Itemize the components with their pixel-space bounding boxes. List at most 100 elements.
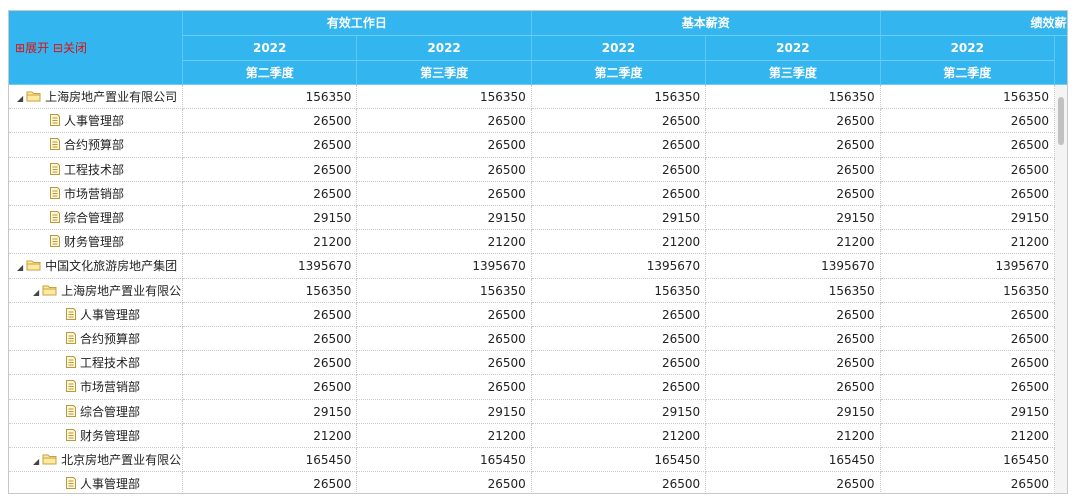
node[interactable]: 市场营销部 (33, 182, 125, 205)
folder-icon (42, 454, 57, 465)
node-label[interactable]: 人事管理部 (80, 307, 141, 322)
value-cell: 26500 (183, 157, 358, 182)
expander[interactable]: ◢ (33, 287, 40, 297)
value-cell: 26500 (183, 472, 358, 493)
node[interactable]: ◢ 北京房地产置业有限公司 (33, 448, 183, 471)
value-cell: 29150 (880, 399, 1055, 424)
value-cell: 29150 (183, 206, 358, 231)
expander[interactable]: ◢ (17, 263, 24, 273)
value-cell: 29150 (531, 399, 707, 424)
node-label[interactable]: 市场营销部 (80, 380, 141, 395)
tree-cell: 人事管理部 (9, 302, 183, 327)
node-label[interactable]: 上海房地产置业有限公司 (45, 90, 178, 104)
expander[interactable]: ◢ (17, 94, 24, 103)
value-cell: 26500 (357, 133, 532, 158)
value-cell: 26500 (183, 109, 358, 134)
node[interactable]: 人事管理部 (49, 303, 141, 326)
value-cell: 156350 (183, 85, 358, 110)
value-cell: 29150 (357, 206, 532, 231)
node[interactable]: 综合管理部 (33, 206, 125, 229)
node[interactable]: 工程技术部 (33, 158, 125, 181)
collapse-text[interactable]: 关闭 (62, 41, 87, 55)
node-label[interactable]: 人事管理部 (64, 114, 125, 129)
node[interactable]: 财务管理部 (33, 230, 125, 253)
value-cell: 26500 (706, 375, 881, 400)
value-cell: 156350 (531, 85, 707, 110)
node[interactable]: 人事管理部 (33, 109, 125, 132)
value-cell: 26500 (880, 157, 1055, 182)
expander[interactable]: ◢ (33, 457, 40, 466)
tree-cell: ◢ 北京房地产置业有限公司 (9, 448, 183, 473)
value-cell: 156350 (357, 85, 532, 110)
year-header: 2022 (706, 36, 881, 61)
value-cell: 26500 (183, 133, 358, 158)
value-cell: 26500 (357, 351, 532, 376)
value-cell: 1395670 (531, 254, 707, 279)
value-cell: 26500 (706, 351, 881, 376)
value-cell: 156350 (357, 278, 532, 303)
scroll-thumb[interactable] (1058, 97, 1064, 145)
value-cell: 156350 (880, 278, 1055, 303)
node[interactable]: ◢ 中国文化旅游房地产集团 (17, 254, 178, 277)
value-cell: 21200 (531, 230, 707, 255)
doc-icon (50, 114, 60, 127)
value-cell: 26500 (531, 327, 707, 352)
node[interactable]: 工程技术部 (49, 351, 141, 374)
quarter-header: 第二季度 (183, 61, 358, 85)
value-cell: 165450 (357, 448, 532, 473)
node-label[interactable]: 综合管理部 (64, 211, 125, 225)
tree-cell: 财务管理部 (9, 423, 183, 448)
node[interactable]: ◢ 上海房地产置业有限公司 (33, 279, 183, 302)
value-cell: 26500 (706, 327, 881, 352)
doc-icon (66, 307, 76, 320)
node-label[interactable]: 财务管理部 (80, 428, 141, 443)
value-cell: 29150 (531, 206, 707, 231)
node-label[interactable]: 财务管理部 (64, 235, 125, 250)
value-cell: 21200 (880, 423, 1055, 448)
node-label[interactable]: 合约预算部 (80, 332, 141, 346)
expand-all[interactable]: ⊞展开 (15, 41, 50, 55)
value-cell: 26500 (357, 181, 532, 206)
value-cell: 165450 (183, 448, 358, 473)
node-label[interactable]: 综合管理部 (80, 404, 141, 419)
toggle-cell: ⊞展开 ⊟关闭 (9, 11, 183, 85)
collapse-all[interactable]: ⊟关闭 (52, 41, 87, 55)
tree-cell: 市场营销部 (9, 181, 183, 206)
node-label[interactable]: 中国文化旅游房地产集团 (45, 259, 178, 274)
value-cell: 26500 (357, 302, 532, 327)
node[interactable]: 综合管理部 (49, 400, 141, 423)
doc-icon (66, 332, 76, 344)
value-cell: 26500 (706, 181, 881, 206)
node-label[interactable]: 合约预算部 (64, 138, 125, 153)
year-header: 2022 (357, 36, 532, 61)
value-cell: 26500 (531, 302, 707, 327)
node[interactable]: ◢ 上海房地产置业有限公司 (17, 85, 178, 108)
tree-cell: 工程技术部 (9, 157, 183, 182)
scrollbar[interactable] (1055, 85, 1067, 493)
node[interactable]: 财务管理部 (49, 424, 141, 447)
node-label[interactable]: 市场营销部 (64, 186, 125, 201)
node-label[interactable]: 人事管理部 (80, 477, 141, 492)
tree-cell: 人事管理部 (9, 109, 183, 134)
doc-icon (66, 380, 76, 393)
node-label[interactable]: 北京房地产置业有限公司 (61, 453, 183, 467)
value-cell: 29150 (357, 399, 532, 424)
node[interactable]: 市场营销部 (49, 375, 141, 398)
value-cell: 1395670 (880, 254, 1055, 279)
value-cell: 156350 (183, 278, 358, 303)
node-label[interactable]: 上海房地产置业有限公司 (61, 283, 183, 298)
node[interactable]: 人事管理部 (49, 472, 141, 493)
node-label[interactable]: 工程技术部 (80, 356, 141, 371)
node-label[interactable]: 工程技术部 (64, 162, 125, 177)
tree-cell: 财务管理部 (9, 230, 183, 255)
node[interactable]: 合约预算部 (33, 133, 125, 156)
value-cell: 26500 (531, 351, 707, 376)
expand-text[interactable]: 展开 (25, 41, 50, 55)
folder-icon (42, 285, 57, 296)
value-cell: 26500 (532, 472, 707, 493)
value-cell: 26500 (357, 157, 532, 182)
node[interactable]: 合约预算部 (49, 327, 141, 350)
value-cell: 26500 (183, 181, 358, 206)
value-cell: 165450 (706, 448, 881, 473)
